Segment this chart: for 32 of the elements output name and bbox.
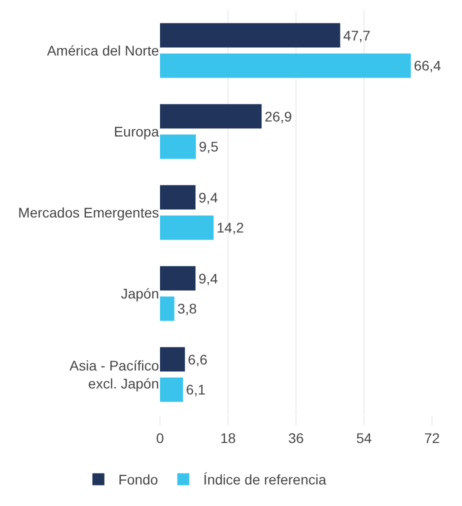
x-tick-label: 18 <box>220 430 236 446</box>
x-tick-label: 72 <box>424 430 440 446</box>
data-label: 14,2 <box>216 220 244 236</box>
legend-label: Fondo <box>118 472 158 488</box>
data-label: 9,4 <box>198 189 218 206</box>
y-tick-label: Japón <box>120 285 159 302</box>
x-tick-label: 54 <box>356 430 372 446</box>
bar <box>160 378 184 402</box>
data-label: 47,7 <box>343 27 371 44</box>
bar <box>160 347 185 372</box>
y-tick-label: Mercados Emergentes <box>18 204 159 220</box>
data-label: 9,4 <box>198 270 218 286</box>
bar <box>160 23 340 48</box>
bar <box>160 216 214 240</box>
bar <box>160 185 196 210</box>
data-label: 6,6 <box>188 351 208 368</box>
bar <box>160 296 174 321</box>
y-tick-label: Asia - Pacífico excl. Japón <box>70 357 160 392</box>
bar <box>160 134 196 159</box>
data-label: 3,8 <box>177 300 198 317</box>
x-tick-label: 0 <box>156 430 164 446</box>
data-label: 66,4 <box>414 58 442 74</box>
bar <box>160 54 411 78</box>
y-tick-label: América del Norte <box>46 42 160 58</box>
data-label: 9,5 <box>198 138 219 155</box>
bar <box>160 266 196 290</box>
bar <box>160 104 262 128</box>
y-tick-label: Europa <box>114 123 160 140</box>
legend-label: Índice de referencia <box>203 472 326 488</box>
data-label: 6,1 <box>186 382 206 398</box>
x-tick-label: 36 <box>288 430 304 446</box>
data-label: 26,9 <box>264 108 292 124</box>
